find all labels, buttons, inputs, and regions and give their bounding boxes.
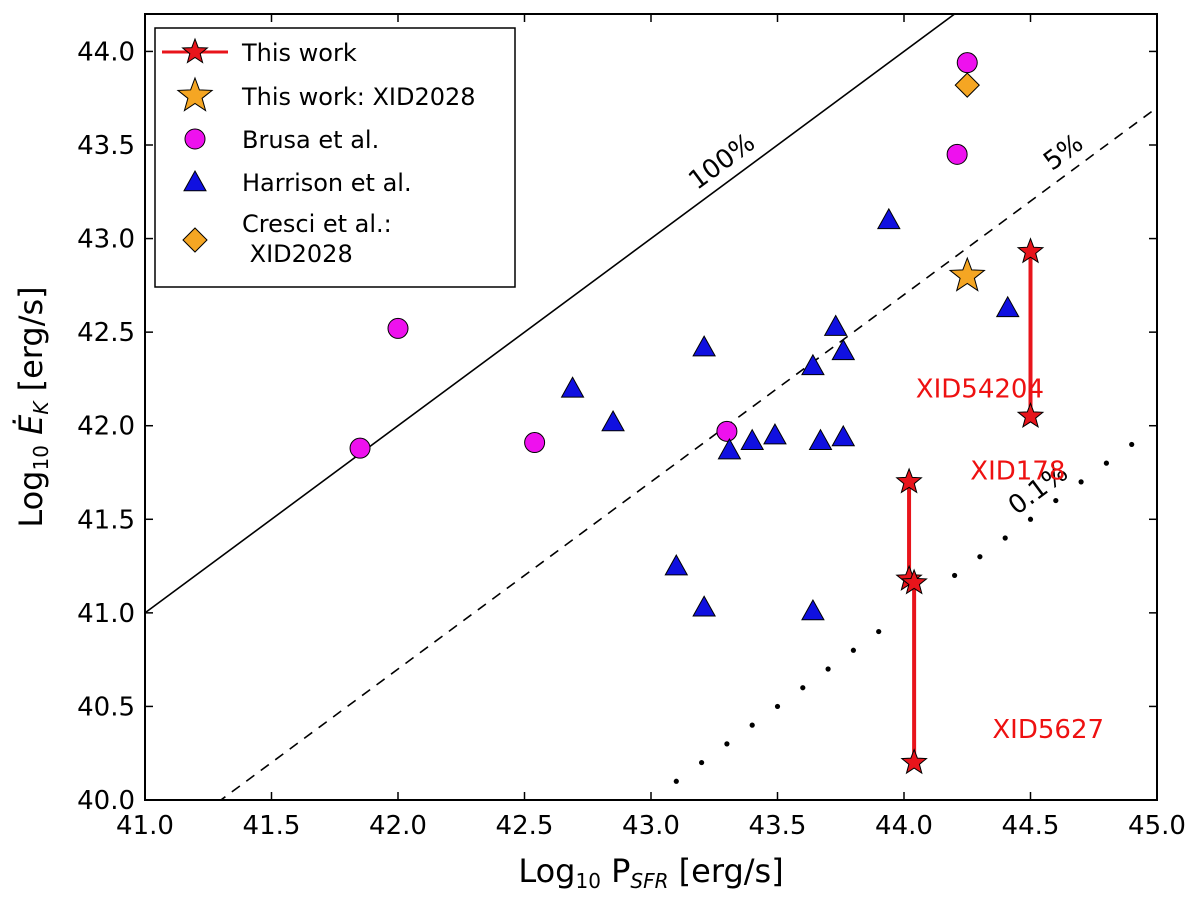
ref-line-label: 5% [1038,128,1089,177]
dot [952,572,958,579]
triangle-marker [717,438,742,460]
legend-label: This work [241,39,357,67]
dot [724,741,730,747]
legend-label: Cresci et al.: XID2028 [242,210,392,268]
dot [699,759,705,766]
triangle-marker [664,554,689,576]
ref-line-0-1pct [673,441,1135,784]
triangle-marker [692,595,716,617]
ref-line-5pct [219,106,1157,800]
triangle-marker [995,295,1020,318]
y-tick-label: 43.5 [77,131,135,161]
dot [1002,535,1008,541]
star-marker [948,256,986,292]
x-axis-title: Log10 PSFR [erg/s] [518,852,783,893]
legend-triangle-icon [183,169,207,192]
legend: This work This work: XID2028 Brusa et al. H… [154,27,516,288]
y-tick-label: 43.0 [77,225,135,255]
x-tick-label: 43.5 [749,811,807,841]
x-axis-ticks: 41.0 41.5 42.0 42.5 43.0 43.5 44.0 44.5 45.0 [116,14,1186,841]
triangle-marker [876,207,901,230]
x-tick-label: 44.5 [1002,811,1060,841]
annotation-xid5627: XID5627 [992,715,1104,745]
triangle-marker [831,338,856,361]
triangle-marker [801,353,825,376]
x-tick-label: 42.0 [369,811,427,841]
y-axis-ticks: 40.0 40.5 41.0 41.5 42.0 42.5 43.0 43.5 44.0 [77,37,1157,816]
star-marker-XID178 [895,467,923,494]
x-axis-label: Log10 PSFR [erg/s] [518,852,783,893]
triangle-marker [831,424,856,447]
legend-box [154,27,516,288]
triangle-marker [560,376,585,398]
circle-marker [349,437,371,459]
legend-label: This work: XID2028 [241,83,476,111]
x-tick-label: 43.0 [622,811,680,841]
y-tick-label: 44.0 [77,37,135,67]
triangle-marker [601,409,625,432]
dot [977,554,983,560]
x-tick-label: 41.5 [243,811,301,841]
annotation-xid54204: XID54204 [916,374,1044,404]
legend-label: Harrison et al. [242,169,412,197]
y-axis-label: Log10 ĖK [erg/s] [12,286,53,527]
triangle-marker [763,423,787,445]
annotation-xid178: XID178 [970,457,1065,487]
legend-star-icon [176,76,214,112]
y-tick-label: 41.5 [77,505,135,535]
star-marker-XID54204 [1016,237,1045,264]
dot [1027,516,1034,522]
y-axis-title: Log10 ĖK [erg/s] [12,286,53,527]
ref-line-100pct [145,14,956,614]
y-tick-label: 42.0 [77,412,135,442]
dot [749,722,755,728]
circle-marker [716,420,738,442]
star-marker-XID54204 [1016,401,1045,429]
legend-circle-icon [184,128,206,150]
reference-lines [145,14,1157,800]
x-tick-label: 42.5 [496,811,554,841]
dot [825,666,831,672]
data-marks [349,52,1045,775]
triangle-marker [801,598,825,621]
circle-marker [524,432,546,454]
triangle-marker [808,428,833,450]
triangle-marker [740,428,765,450]
legend-star-icon [181,37,209,64]
dot [774,703,781,710]
y-tick-label: 40.5 [77,692,135,722]
legend-label: Brusa et al. [242,126,379,154]
circle-marker [956,52,978,74]
triangle-marker [823,314,848,336]
diamond-marker [954,72,980,98]
dot [800,685,806,691]
dot [673,778,679,784]
triangle-marker [692,335,716,357]
x-tick-label: 44.0 [875,811,933,841]
legend-diamond-icon [182,227,208,253]
star-marker-XID5627 [900,568,928,595]
x-tick-label: 45.0 [1128,811,1186,841]
x-tick-label: 41.0 [116,811,174,841]
y-tick-label: 40.0 [77,786,135,816]
dot [850,647,857,653]
circle-marker [387,317,409,339]
dot [1103,460,1109,466]
dot [876,628,882,635]
y-tick-label: 41.0 [77,599,135,629]
y-tick-label: 42.5 [77,318,135,348]
circle-marker [946,143,968,165]
dot [1053,497,1059,504]
dot [1078,479,1084,485]
dot [1129,441,1135,448]
star-marker-XID5627 [900,748,928,775]
